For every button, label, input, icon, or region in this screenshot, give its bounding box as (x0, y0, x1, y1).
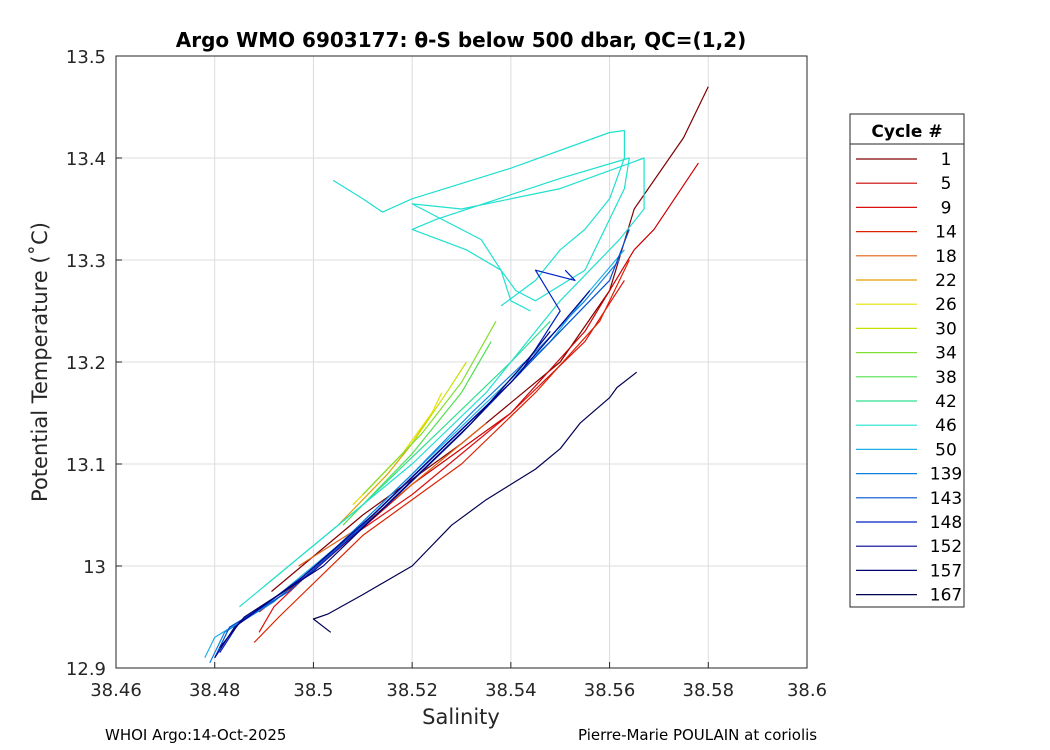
series-cycle-38 (342, 341, 492, 526)
legend-label-34: 34 (935, 344, 957, 364)
legend-label-18: 18 (935, 247, 957, 267)
x-tick-label: 38.48 (189, 680, 241, 701)
series-cycle-1 (271, 86, 709, 592)
x-tick-label: 38.6 (787, 680, 827, 701)
legend-label-22: 22 (935, 271, 957, 291)
legend-label-139: 139 (930, 465, 962, 485)
footer-right: Pierre-Marie POULAIN at coriolis (578, 726, 818, 744)
series-cycle-9 (258, 280, 625, 633)
chart-title: Argo WMO 6903177: θ-S below 500 dbar, QC… (176, 28, 746, 52)
grid (116, 56, 807, 668)
legend-label-42: 42 (935, 392, 957, 412)
legend-label-14: 14 (935, 223, 957, 243)
x-tick-label: 38.46 (90, 680, 142, 701)
y-tick-label: 13 (83, 557, 106, 578)
series-cycle-18 (298, 422, 487, 567)
x-tick-label: 38.54 (485, 680, 537, 701)
y-tick-label: 13.1 (66, 455, 106, 476)
legend: Cycle # 1 5 9 14 18 22 26 30 34 38 42 46 50 139 143 148… (849, 113, 965, 608)
series-layer (204, 86, 709, 664)
legend-label-143: 143 (930, 489, 962, 509)
axis-ticks: 38.46 38.48 38.5 38.52 38.54 38.56 38.58 38.6 12… (66, 47, 827, 701)
y-tick-label: 13.3 (66, 251, 106, 272)
series-cycle-167 (312, 371, 638, 633)
x-tick-label: 38.52 (386, 680, 438, 701)
legend-box (849, 113, 965, 608)
legend-label-9: 9 (941, 198, 952, 218)
y-tick-label: 13.4 (66, 149, 106, 170)
x-tick-label: 38.58 (683, 680, 735, 701)
legend-label-38: 38 (935, 368, 957, 388)
footer-left: WHOI Argo:14-Oct-2025 (105, 726, 287, 744)
legend-label-148: 148 (930, 513, 962, 533)
series-cycle-34 (362, 320, 497, 496)
legend-label-5: 5 (941, 174, 952, 194)
legend-title: Cycle # (871, 122, 942, 142)
series-cycle-152 (214, 290, 591, 659)
x-tick-label: 38.5 (293, 680, 333, 701)
y-tick-label: 13.5 (66, 47, 106, 68)
y-tick-label: 13.2 (66, 353, 106, 374)
legend-label-152: 152 (930, 537, 962, 557)
y-tick-label: 12.9 (66, 659, 106, 680)
legend-label-50: 50 (935, 440, 957, 460)
legend-items: 1 5 9 14 18 22 26 30 34 38 42 46 50 139 143 148 152 157 16… (856, 150, 962, 606)
x-axis-label: Salinity (422, 705, 500, 729)
legend-label-46: 46 (935, 416, 957, 436)
series-cycle-14 (253, 259, 630, 643)
series-cycle-157 (219, 331, 551, 648)
series-cycle-46 (239, 157, 645, 608)
x-tick-label: 38.56 (584, 680, 636, 701)
y-axis-label: Potential Temperature (˚C) (28, 222, 52, 502)
legend-label-26: 26 (935, 295, 957, 315)
series-cycle-46b (332, 129, 626, 307)
legend-label-30: 30 (935, 319, 957, 339)
legend-label-167: 167 (930, 586, 962, 606)
legend-label-1: 1 (941, 150, 952, 170)
legend-label-157: 157 (930, 561, 962, 581)
